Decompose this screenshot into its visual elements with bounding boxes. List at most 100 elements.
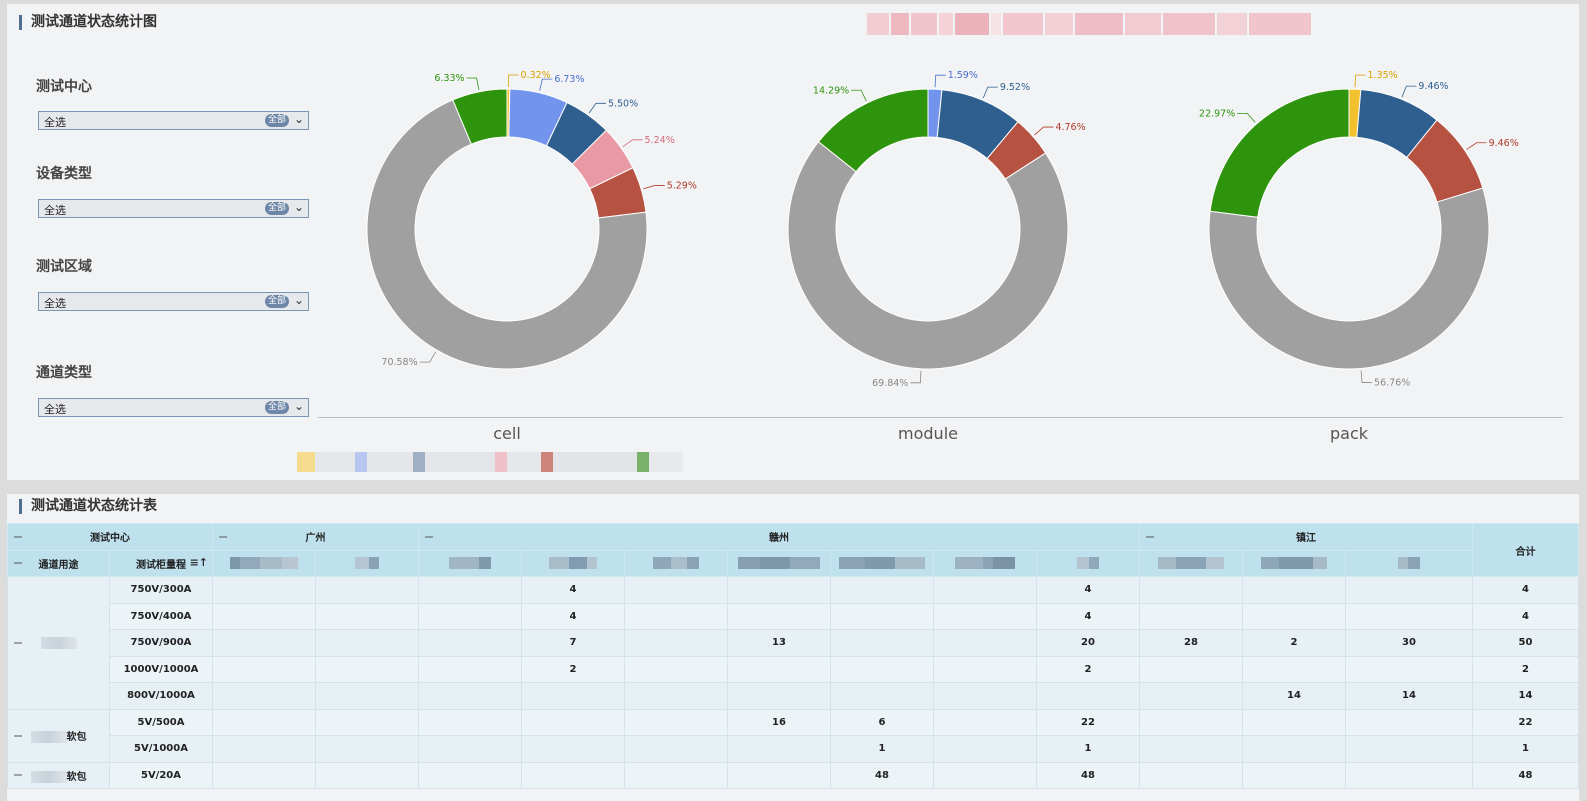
value-cell — [830, 576, 934, 604]
header-guangzhou-label: 广州 — [305, 533, 326, 545]
module-leader-2 — [1034, 126, 1054, 136]
total-cell: 14 — [1472, 682, 1579, 710]
value-cell — [315, 602, 419, 630]
range-cell: 800V/1000A — [109, 682, 213, 710]
blurred-header-text — [839, 557, 925, 570]
header-blurred-3 — [418, 549, 522, 577]
value-cell — [727, 655, 831, 683]
value-cell: 4 — [521, 602, 625, 630]
value-cell: 20 — [1036, 629, 1140, 657]
header-total: 合计 — [1472, 523, 1579, 577]
pack-leader-4 — [1237, 112, 1256, 123]
collapse-icon[interactable] — [14, 774, 22, 776]
value-cell — [1345, 655, 1473, 683]
cell-leader-2 — [588, 102, 606, 114]
collapse-icon[interactable] — [425, 536, 433, 538]
pack-label-4: 22.97% — [1199, 108, 1235, 119]
header-ganzhou-label: 赣州 — [769, 533, 789, 545]
value-cell — [830, 682, 934, 710]
module-slice-3[interactable] — [787, 141, 1069, 370]
value-cell — [933, 708, 1037, 736]
header-zhenjiang[interactable]: 镇江 — [1139, 523, 1473, 551]
value-cell: 1 — [830, 735, 934, 763]
value-cell: 1 — [1036, 735, 1140, 763]
value-cell — [315, 682, 419, 710]
range-cell: 5V/1000A — [109, 735, 213, 763]
value-cell — [212, 629, 316, 657]
blurred-header-text — [549, 557, 597, 570]
filter-label-test-area: 测试区域 — [36, 259, 92, 275]
pack-slice-3[interactable] — [1208, 187, 1490, 370]
value-cell — [933, 735, 1037, 763]
module-leader-0 — [934, 74, 946, 88]
cell-slice-5[interactable] — [366, 99, 648, 370]
pack-leader-2 — [1466, 142, 1487, 150]
pack-label-1: 9.46% — [1418, 81, 1448, 92]
module-slice-4[interactable] — [817, 88, 929, 173]
chevron-down-icon[interactable]: ⌄ — [293, 293, 304, 307]
sort-icon[interactable]: ≡↑ — [189, 555, 208, 569]
table-row: 800V/1000A 14 14 14 — [8, 682, 1579, 710]
test-area-select[interactable]: 全选 全部 ⌄ — [38, 292, 309, 311]
module-label-3: 69.84% — [872, 378, 908, 389]
device-type-select[interactable]: 全选 全部 ⌄ — [38, 199, 309, 218]
device-type-select-value: 全选 — [44, 205, 66, 217]
value-cell: 48 — [1036, 761, 1140, 789]
value-cell — [315, 735, 419, 763]
collapse-icon[interactable] — [219, 536, 227, 538]
value-cell: 4 — [1036, 576, 1140, 604]
value-cell — [418, 629, 522, 657]
value-cell — [933, 602, 1037, 630]
header-center[interactable]: 测试中心 — [7, 523, 213, 551]
collapse-icon[interactable] — [1146, 536, 1154, 538]
row-group-cell[interactable] — [7, 576, 110, 710]
center-select[interactable]: 全选 全部 ⌄ — [38, 111, 309, 130]
channel-type-select[interactable]: 全选 全部 ⌄ — [38, 398, 309, 417]
value-cell — [1036, 682, 1140, 710]
test-area-select-tag: 全部 — [264, 295, 289, 308]
chevron-down-icon[interactable]: ⌄ — [293, 112, 304, 126]
header-usage[interactable]: 通道用途 — [7, 549, 110, 577]
collapse-icon[interactable] — [14, 536, 22, 538]
device-type-select-tag: 全部 — [264, 202, 289, 215]
module-leader-1 — [982, 86, 998, 99]
blurred-group-text — [30, 770, 67, 783]
pack-label-3: 56.76% — [1374, 377, 1410, 388]
value-cell — [830, 655, 934, 683]
pack-slice-4[interactable] — [1209, 88, 1350, 218]
filter-label-device-type: 设备类型 — [36, 166, 92, 182]
cell-label-2: 5.50% — [608, 98, 638, 109]
center-select-tag: 全部 — [264, 114, 289, 127]
filter-label-channel-type: 通道类型 — [36, 365, 92, 381]
collapse-icon[interactable] — [14, 562, 22, 564]
total-cell: 50 — [1472, 629, 1579, 657]
blurred-header-text — [1261, 557, 1327, 570]
total-cell: 1 — [1472, 735, 1579, 763]
value-cell — [315, 576, 419, 604]
status-table: 测试中心 广州 赣州 镇江 合计 通道用途 测试柜量程 ≡↑ — [7, 523, 1579, 789]
header-range[interactable]: 测试柜量程 ≡↑ — [109, 549, 213, 577]
total-cell: 2 — [1472, 655, 1579, 683]
value-cell — [315, 708, 419, 736]
header-ganzhou[interactable]: 赣州 — [418, 523, 1140, 551]
row-group-cell[interactable]: 软包 — [7, 708, 110, 763]
chevron-down-icon[interactable]: ⌄ — [293, 399, 304, 413]
header-blurred-7 — [830, 549, 934, 577]
cell-label-4: 5.29% — [667, 180, 697, 191]
cell-leader-5 — [419, 351, 437, 363]
header-guangzhou[interactable]: 广州 — [212, 523, 419, 551]
chevron-down-icon[interactable]: ⌄ — [293, 200, 304, 214]
collapse-icon[interactable] — [14, 642, 22, 644]
value-cell: 4 — [521, 576, 625, 604]
value-cell — [624, 761, 728, 789]
row-group-cell[interactable]: 软包 — [7, 761, 110, 789]
value-cell — [624, 602, 728, 630]
value-cell: 7 — [521, 629, 625, 657]
cell-slice-6[interactable] — [452, 88, 508, 145]
header-blurred-6 — [727, 549, 831, 577]
value-cell: 16 — [727, 708, 831, 736]
range-cell: 750V/300A — [109, 576, 213, 604]
collapse-icon[interactable] — [14, 735, 22, 736]
chart-label-pack: pack — [1329, 424, 1369, 443]
blurred-header-text — [230, 557, 298, 570]
